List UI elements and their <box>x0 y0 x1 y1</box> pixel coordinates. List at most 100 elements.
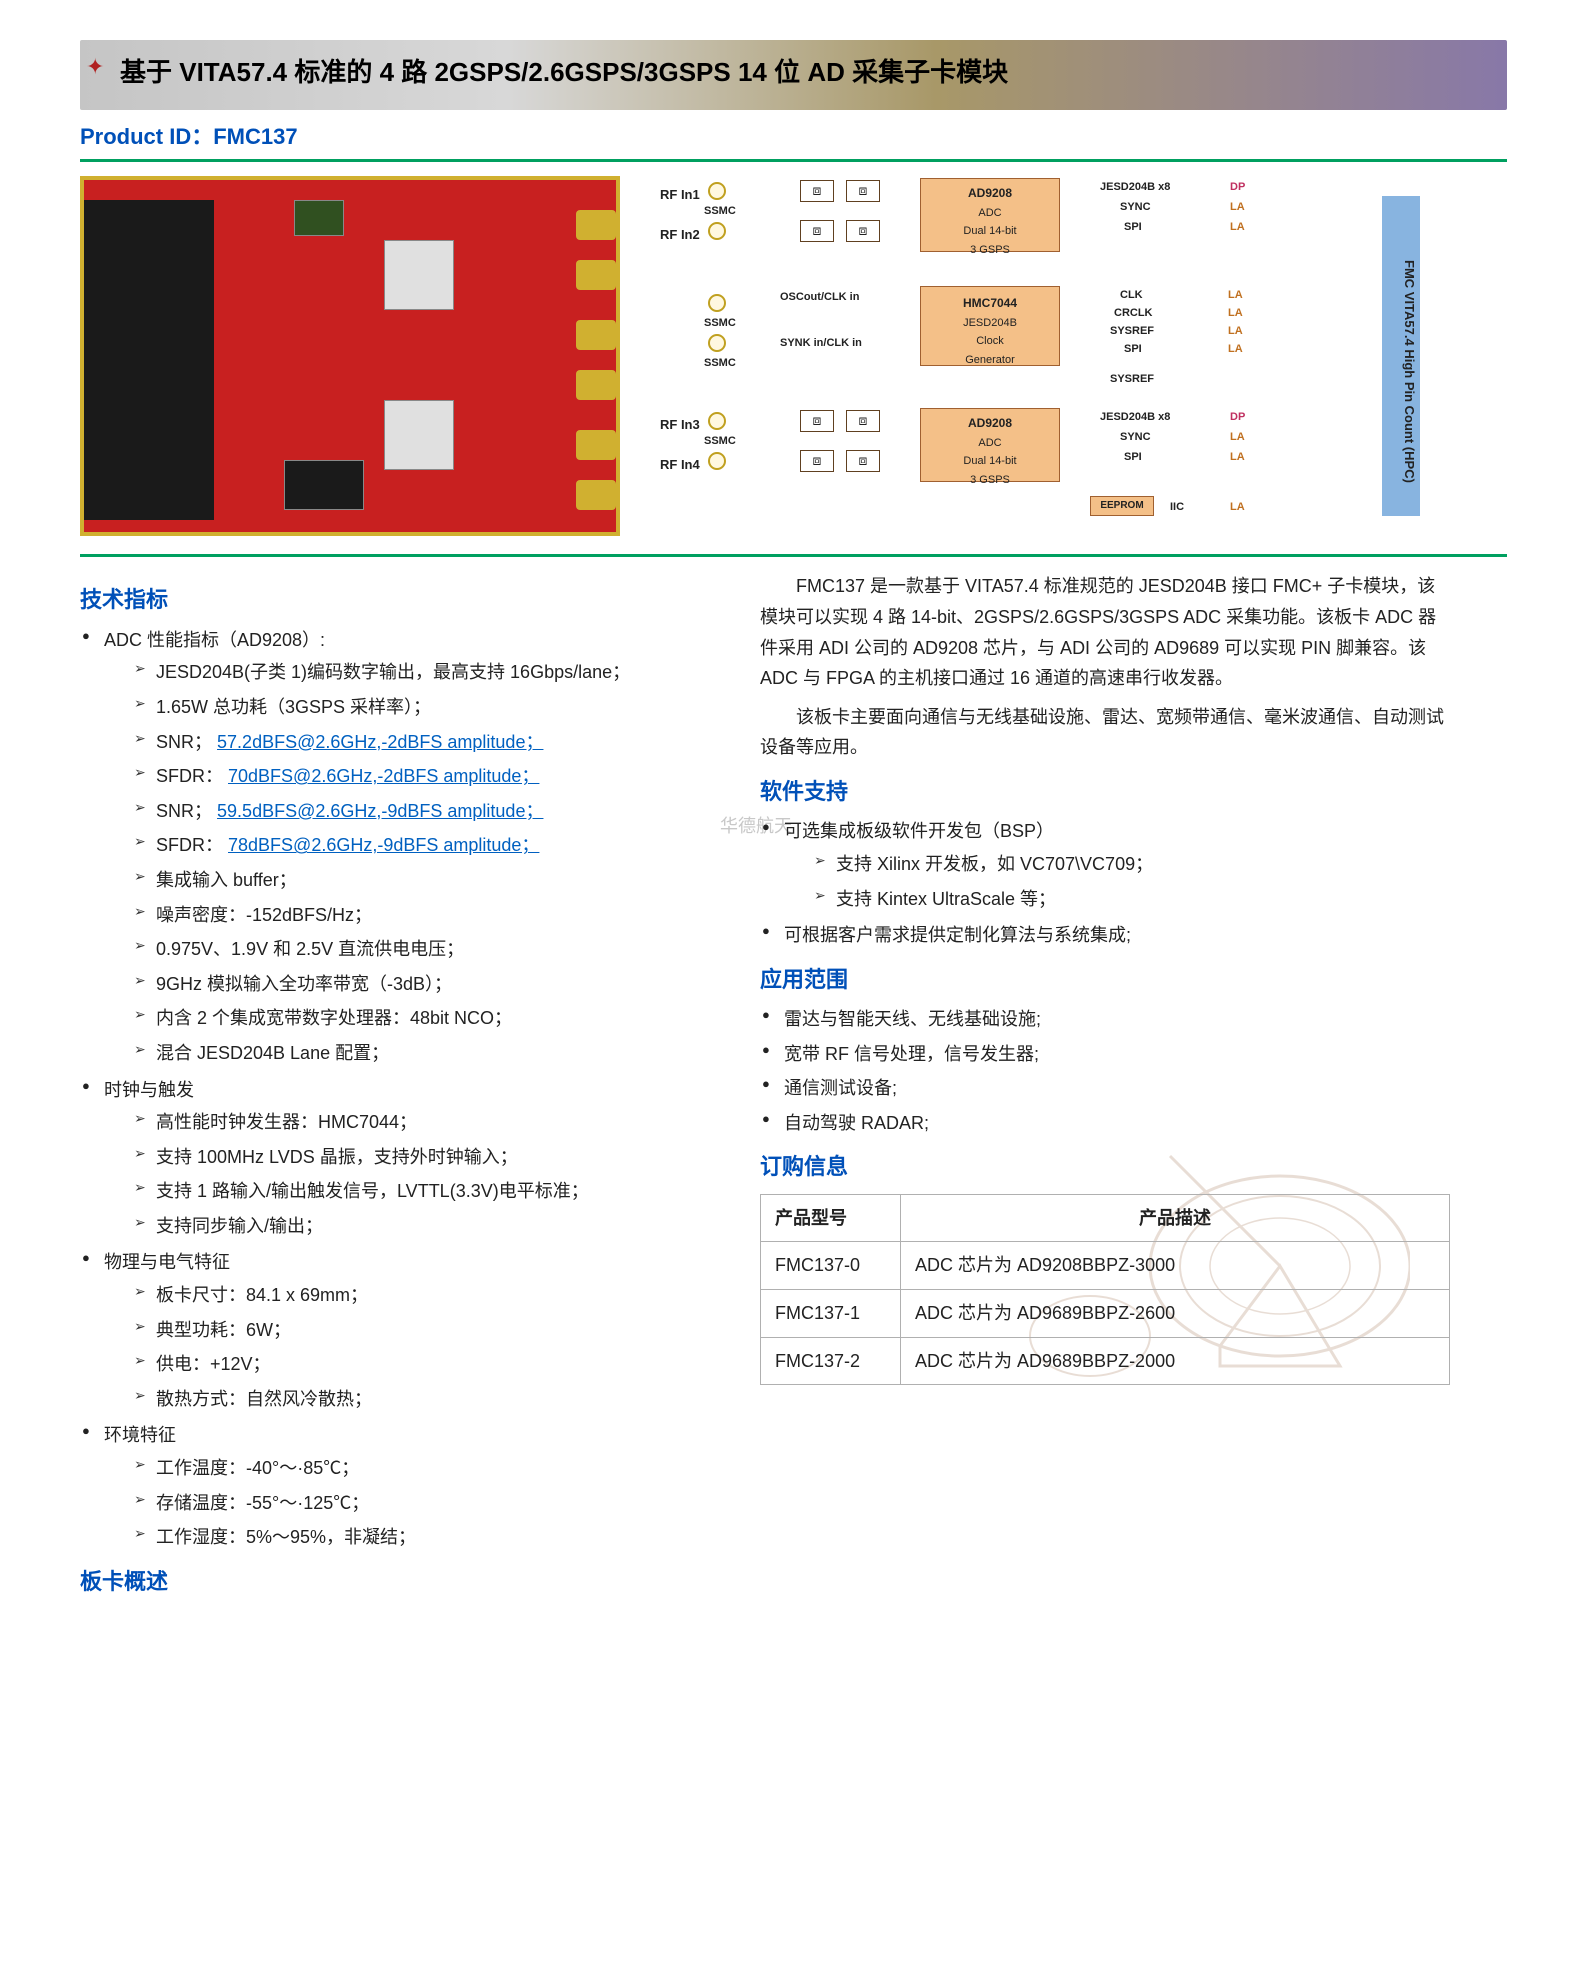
adc-sub: 3 GSPS <box>925 241 1055 260</box>
adc-item: 1.65W 总功耗（3GSPS 采样率）； <box>134 692 700 723</box>
order-table: 产品型号 产品描述 FMC137-0 ADC 芯片为 AD9208BBPZ-30… <box>760 1194 1450 1385</box>
transformer-icon: ⧈ <box>800 180 834 202</box>
app-item: 自动驾驶 RADAR; <box>760 1108 1450 1139</box>
snr-label: SNR； <box>156 801 212 821</box>
col-model: 产品型号 <box>761 1194 901 1242</box>
rf-in2-label: RF In2 <box>660 224 700 246</box>
rf-in1-label: RF In1 <box>660 184 700 206</box>
transformer-icon: ⧈ <box>800 220 834 242</box>
adc-block-top: AD9208 ADC Dual 14-bit 3 GSPS <box>920 178 1060 252</box>
ssmc-label: SSMC <box>704 314 736 333</box>
sma-connector <box>576 260 616 290</box>
table-row: FMC137-1 ADC 芯片为 AD9689BBPZ-2600 <box>761 1290 1450 1338</box>
sfdr-label: SFDR： <box>156 766 223 786</box>
hmc-sub: Generator <box>927 351 1053 370</box>
cell-desc: ADC 芯片为 AD9208BBPZ-3000 <box>901 1242 1450 1290</box>
star-icon: ✦ <box>86 48 110 72</box>
header-banner: ✦ 基于 VITA57.4 标准的 4 路 2GSPS/2.6GSPS/3GSP… <box>80 40 1507 110</box>
env-item: 工作温度：-40°～·85℃； <box>134 1453 700 1484</box>
software-heading: 软件支持 <box>760 773 1450 810</box>
divider-rule <box>80 159 1507 162</box>
custom-item: 可根据客户需求提供定制化算法与系统集成; <box>760 920 1450 951</box>
la-label: LA <box>1228 286 1243 305</box>
fmc-side-label: FMC VITA57.4 High Pin Count (HPC) <box>1382 196 1420 516</box>
sma-connector <box>576 370 616 400</box>
app-item: 宽带 RF 信号处理，信号发生器; <box>760 1039 1450 1070</box>
block-diagram: RF In1 SSMC ⧈ ⧈ RF In2 ⧈ ⧈ AD9208 ADC Du… <box>660 176 1420 536</box>
adc-title: AD9208 <box>925 413 1055 433</box>
product-id: Product ID：FMC137 <box>80 118 1507 155</box>
iic-label: IIC <box>1170 498 1184 517</box>
sfdr-link[interactable]: 70dBFS@2.6GHz,-2dBFS amplitude； <box>228 766 539 786</box>
jesd-label: JESD204B x8 <box>1100 178 1170 197</box>
adc-sub: ADC <box>925 204 1055 223</box>
sma-connector <box>576 210 616 240</box>
sfdr-link[interactable]: 78dBFS@2.6GHz,-9dBFS amplitude； <box>228 835 539 855</box>
clock-item: 支持 1 路输入/输出触发信号，LVTTL(3.3V)电平标准； <box>134 1176 700 1207</box>
adc-item: 噪声密度：-152dBFS/Hz； <box>134 900 700 931</box>
phys-section: 物理与电气特征 板卡尺寸：84.1 x 69mm； 典型功耗：6W； 供电：+1… <box>80 1247 700 1414</box>
phys-item: 板卡尺寸：84.1 x 69mm； <box>134 1280 700 1311</box>
adc-item: 0.975V、1.9V 和 2.5V 直流供电电压； <box>134 934 700 965</box>
ssmc-label: SSMC <box>704 432 736 451</box>
overview-p1: FMC137 是一款基于 VITA57.4 标准规范的 JESD204B 接口 … <box>760 571 1450 693</box>
cell-model: FMC137-0 <box>761 1242 901 1290</box>
ssmc-icon <box>708 412 726 430</box>
ssmc-label: SSMC <box>704 354 736 373</box>
pcb-chip <box>294 200 344 236</box>
adc-head: ADC 性能指标（AD9208）: <box>104 630 325 650</box>
pcb-chip <box>384 400 454 470</box>
snr-link[interactable]: 59.5dBFS@2.6GHz,-9dBFS amplitude； <box>217 801 543 821</box>
eeprom-block: EEPROM <box>1090 496 1154 516</box>
snr-link[interactable]: 57.2dBFS@2.6GHz,-2dBFS amplitude； <box>217 732 543 752</box>
rf-in3-label: RF In3 <box>660 414 700 436</box>
phys-item: 散热方式：自然风冷散热； <box>134 1384 700 1415</box>
pcb-chip <box>284 460 364 510</box>
la-label: LA <box>1230 448 1245 467</box>
app-heading: 应用范围 <box>760 961 1450 998</box>
table-row: FMC137-0 ADC 芯片为 AD9208BBPZ-3000 <box>761 1242 1450 1290</box>
adc-sub: Dual 14-bit <box>925 452 1055 471</box>
ssmc-icon <box>708 294 726 312</box>
spi-label: SPI <box>1124 448 1142 467</box>
la-label: LA <box>1228 322 1243 341</box>
rf-in4-label: RF In4 <box>660 454 700 476</box>
adc-sub: Dual 14-bit <box>925 222 1055 241</box>
adc-item: 9GHz 模拟输入全功率带宽（-3dB）； <box>134 969 700 1000</box>
clock-item: 高性能时钟发生器：HMC7044； <box>134 1107 700 1138</box>
phys-head: 物理与电气特征 <box>104 1252 230 1272</box>
transformer-icon: ⧈ <box>846 410 880 432</box>
ssmc-label: SSMC <box>704 202 736 221</box>
divider-rule <box>80 554 1507 557</box>
right-column: FMC137 是一款基于 VITA57.4 标准规范的 JESD204B 接口 … <box>760 571 1450 1606</box>
hmc-title: HMC7044 <box>927 293 1053 313</box>
spi-label: SPI <box>1124 218 1142 237</box>
la-label: LA <box>1228 340 1243 359</box>
pcb-photo <box>80 176 620 536</box>
adc-item: SNR； 57.2dBFS@2.6GHz,-2dBFS amplitude； <box>134 727 700 758</box>
hmc-block: HMC7044 JESD204B Clock Generator <box>920 286 1060 366</box>
table-row: FMC137-2 ADC 芯片为 AD9689BBPZ-2000 <box>761 1337 1450 1385</box>
cell-desc: ADC 芯片为 AD9689BBPZ-2000 <box>901 1337 1450 1385</box>
la-label: LA <box>1230 198 1245 217</box>
page-title: 基于 VITA57.4 标准的 4 路 2GSPS/2.6GSPS/3GSPS … <box>120 50 1008 94</box>
sysref-label: SYSREF <box>1110 322 1154 341</box>
clock-item: 支持 100MHz LVDS 晶振，支持外时钟输入； <box>134 1142 700 1173</box>
bsp-sub-item: 支持 Xilinx 开发板，如 VC707\VC709； <box>814 849 1450 880</box>
crclk-label: CRCLK <box>1114 304 1153 323</box>
bsp-sub-item: 支持 Kintex UltraScale 等； <box>814 884 1450 915</box>
clk-label: CLK <box>1120 286 1143 305</box>
ssmc-icon <box>708 182 726 200</box>
bsp-item: 可选集成板级软件开发包（BSP） 支持 Xilinx 开发板，如 VC707\V… <box>760 816 1450 914</box>
clock-item: 支持同步输入/输出； <box>134 1211 700 1242</box>
col-desc: 产品描述 <box>901 1194 1450 1242</box>
dp-label: DP <box>1230 408 1245 427</box>
adc-section: ADC 性能指标（AD9208）: JESD204B(子类 1)编码数字输出，最… <box>80 625 700 1069</box>
adc-block-bottom: AD9208 ADC Dual 14-bit 3 GSPS <box>920 408 1060 482</box>
sysref-label: SYSREF <box>1110 370 1154 389</box>
ssmc-icon <box>708 222 726 240</box>
adc-item: 混合 JESD204B Lane 配置； <box>134 1038 700 1069</box>
spi-label: SPI <box>1124 340 1142 359</box>
adc-sub: 3 GSPS <box>925 471 1055 490</box>
tech-heading: 技术指标 <box>80 581 700 618</box>
